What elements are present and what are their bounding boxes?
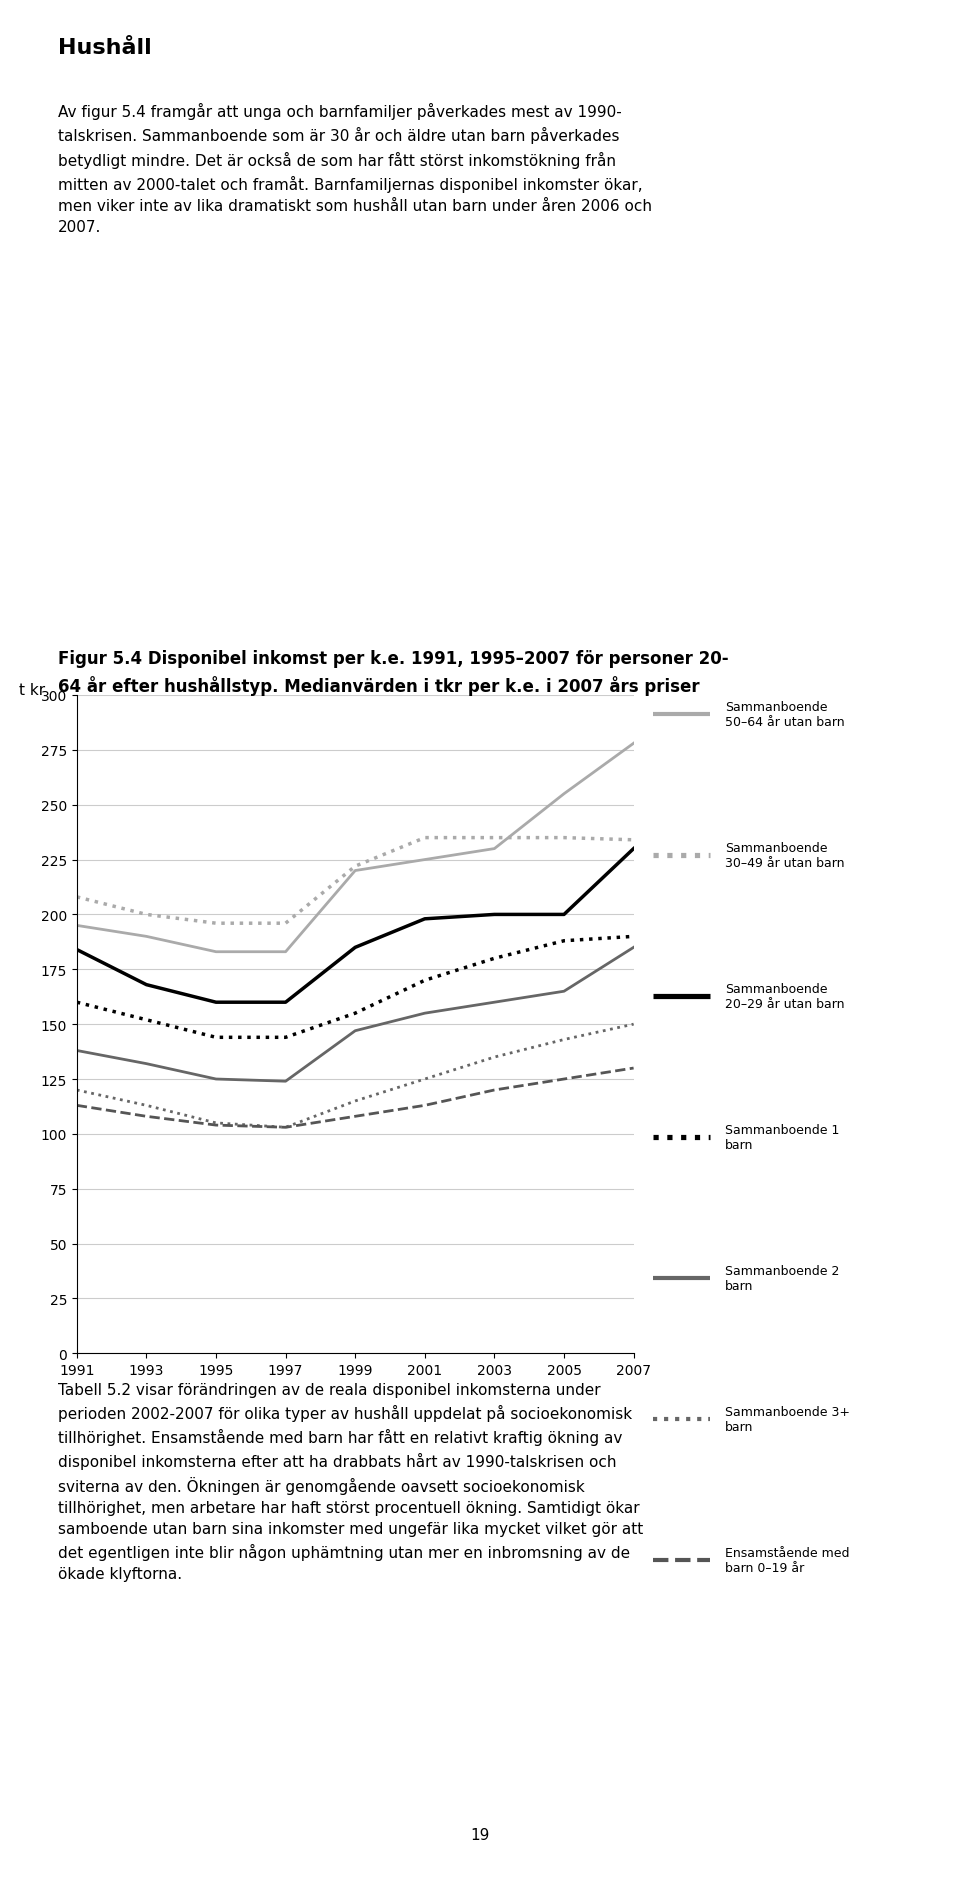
- Text: Hushåll: Hushåll: [58, 38, 152, 58]
- Text: Tabell 5.2 visar förändringen av de reala disponibel inkomsterna under
perioden : Tabell 5.2 visar förändringen av de real…: [58, 1382, 643, 1581]
- Text: Ensamstående med
barn 0–19 år: Ensamstående med barn 0–19 år: [725, 1547, 850, 1574]
- Text: Av figur 5.4 framgår att unga och barnfamiljer påverkades mest av 1990-
talskris: Av figur 5.4 framgår att unga och barnfa…: [58, 103, 652, 235]
- Y-axis label: t kr: t kr: [19, 682, 45, 697]
- Text: Sammanboende 1
barn: Sammanboende 1 barn: [725, 1124, 839, 1151]
- Text: Sammanboende
20–29 år utan barn: Sammanboende 20–29 år utan barn: [725, 983, 844, 1010]
- Text: 64 år efter hushållstyp. Medianvärden i tkr per k.e. i 2007 års priser: 64 år efter hushållstyp. Medianvärden i …: [58, 675, 699, 696]
- Text: 19: 19: [470, 1827, 490, 1842]
- Text: Sammanboende 2
barn: Sammanboende 2 barn: [725, 1265, 839, 1292]
- Text: Figur 5.4 Disponibel inkomst per k.e. 1991, 1995–2007 för personer 20-: Figur 5.4 Disponibel inkomst per k.e. 19…: [58, 649, 729, 667]
- Text: Sammanboende
30–49 år utan barn: Sammanboende 30–49 år utan barn: [725, 842, 844, 869]
- Text: Sammanboende
50–64 år utan barn: Sammanboende 50–64 år utan barn: [725, 701, 845, 728]
- Text: Sammanboende 3+
barn: Sammanboende 3+ barn: [725, 1406, 850, 1433]
